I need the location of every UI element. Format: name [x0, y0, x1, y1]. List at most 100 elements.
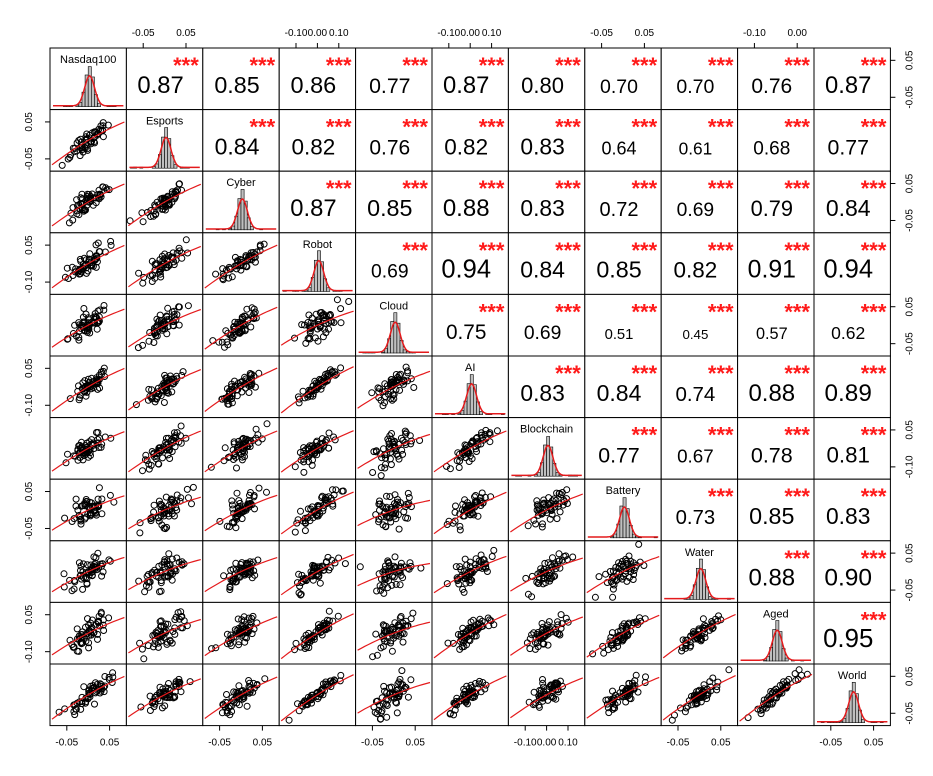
scatter-point	[615, 569, 623, 577]
scatter-point	[472, 497, 480, 505]
scatter-point	[86, 690, 94, 698]
correlation-value: 0.68	[753, 138, 790, 159]
scatter-point	[595, 573, 603, 581]
histogram-bar	[91, 76, 95, 107]
scatter-point	[85, 198, 93, 206]
significance-stars: ***	[479, 115, 505, 140]
scatter-point	[132, 401, 140, 409]
fit-line	[128, 678, 202, 718]
panel-frame	[507, 355, 586, 419]
scatter-point	[285, 716, 293, 724]
panel-frame	[355, 232, 433, 295]
correlation-value: 0.78	[751, 443, 793, 467]
scatter-point	[298, 571, 306, 579]
scatter-point	[291, 334, 298, 342]
scatter-point	[390, 395, 398, 403]
scatter-point	[391, 619, 399, 627]
scatter-point	[554, 618, 561, 626]
scatter-point	[158, 501, 166, 509]
panel-blockchain-world	[813, 417, 891, 480]
significance-stars: ***	[632, 53, 658, 78]
scatter-point	[700, 681, 708, 689]
fit-line	[586, 614, 660, 658]
significance-stars: ***	[402, 238, 428, 263]
scatter-point	[410, 384, 418, 391]
scatter-point	[380, 627, 388, 634]
correlation-value: 0.94	[823, 256, 873, 284]
scatter-point	[453, 574, 461, 582]
panel-ai-nasdaq100	[49, 355, 127, 419]
scatter-point	[455, 580, 463, 588]
scatter-point	[382, 700, 390, 708]
panel-nasdaq100-ai	[431, 47, 509, 111]
axis-tick-label: -0.05	[24, 517, 35, 540]
histogram-bar	[173, 164, 178, 169]
fit-line	[586, 676, 660, 719]
correlation-value: 0.67	[677, 445, 714, 466]
scatter-point	[552, 625, 560, 633]
scatter-point	[249, 688, 257, 696]
scatter-point	[408, 437, 415, 445]
significance-stars: ***	[555, 115, 581, 140]
fit-line	[128, 496, 201, 530]
panel-water-water	[660, 540, 739, 603]
fit-line	[51, 244, 125, 289]
density-line	[587, 506, 659, 538]
scatter-point	[95, 484, 103, 492]
correlation-value: 0.75	[446, 321, 486, 344]
panel-cyber-robot	[278, 170, 357, 234]
scatter-point	[375, 515, 383, 523]
correlation-value: 0.73	[676, 507, 715, 529]
correlation-value: 0.90	[824, 565, 872, 592]
scatter-point	[170, 498, 177, 506]
correlation-value: 0.61	[679, 138, 713, 158]
scatter-point	[307, 571, 315, 579]
scatter-point	[463, 447, 470, 455]
scatter-point	[163, 560, 171, 568]
scatter-point	[300, 444, 308, 452]
scatter-point	[780, 678, 787, 686]
scatter-point	[246, 491, 253, 499]
scatter-point	[226, 639, 234, 647]
significance-stars: ***	[479, 238, 505, 263]
scatter-point	[78, 700, 86, 708]
axis-tick-label: 0.05	[100, 738, 120, 749]
density-line	[53, 74, 124, 107]
fit-line	[433, 430, 507, 473]
panel-blockchain-battery	[584, 417, 662, 480]
panel-nasdaq100-aged	[737, 47, 815, 111]
panel-blockchain-blockchain	[507, 417, 586, 480]
scatter-point	[158, 704, 166, 712]
scatter-point	[461, 496, 469, 504]
scatter-point	[547, 693, 554, 700]
fit-line	[510, 616, 584, 656]
axis-tick-label: 0.10	[482, 28, 502, 39]
scatter-point	[242, 313, 250, 320]
scatter-point	[256, 242, 264, 250]
scatter-point	[145, 337, 153, 345]
significance-stars: ***	[479, 176, 505, 201]
correlation-value: 0.85	[749, 503, 794, 529]
panel-blockchain-aged	[737, 417, 815, 480]
significance-stars: ***	[250, 53, 276, 78]
scatter-point	[477, 431, 485, 439]
scatter-point	[69, 216, 77, 224]
scatter-point	[223, 709, 231, 717]
fit-line	[204, 244, 278, 289]
scatter-point	[306, 325, 314, 333]
variable-label: Aged	[763, 608, 789, 620]
scatter-point	[233, 464, 240, 472]
scatter-point	[299, 575, 307, 583]
scatter-point	[605, 709, 613, 717]
scatter-point	[329, 502, 337, 510]
significance-stars: ***	[708, 238, 734, 263]
scatter-point	[546, 515, 554, 523]
scatter-point	[233, 627, 241, 635]
scatter-point	[91, 310, 99, 318]
scatter-point	[539, 679, 547, 687]
panel-frame	[813, 478, 891, 542]
panel-frame	[355, 170, 433, 234]
scatter-point	[341, 560, 349, 568]
significance-stars: ***	[861, 115, 887, 140]
axis-tick-label: -0.10	[904, 455, 915, 478]
